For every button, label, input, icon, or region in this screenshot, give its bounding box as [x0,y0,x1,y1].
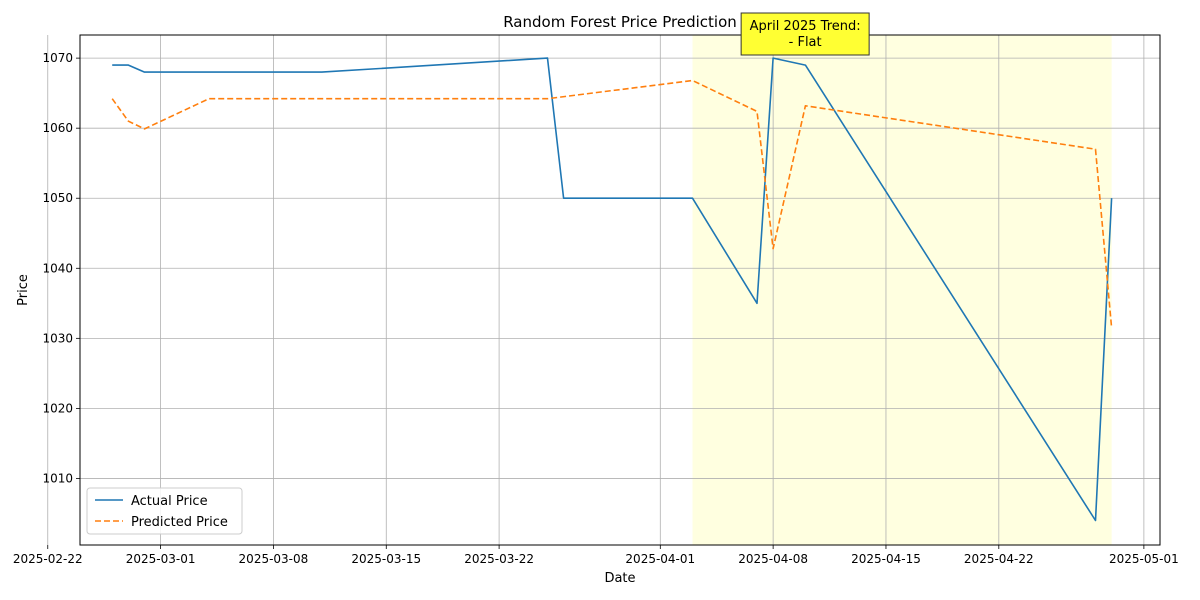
x-tick-label: 2025-04-01 [625,552,695,566]
y-tick-label: 1070 [42,51,73,65]
legend: Actual Price Predicted Price [86,487,243,535]
chart-title: Random Forest Price Prediction [503,13,737,31]
y-tick-label: 1050 [42,191,73,205]
y-tick-label: 1010 [42,471,73,485]
annotation-line: April 2025 Trend: [750,19,861,34]
x-tick-label: 2025-04-08 [738,552,808,566]
x-tick-label: 2025-03-08 [239,552,309,566]
series-line-predicted-price [111,79,1113,328]
series-line-actual-price [112,57,1113,522]
x-tick-label: 2025-05-01 [1109,552,1179,566]
annotation-box [740,12,870,56]
plot-frame [79,34,1161,546]
y-tick-label: 1040 [42,261,73,275]
x-tick-label: 2025-02-22 [13,552,83,566]
legend-label: Actual Price [131,494,208,509]
y-tick-label: 1030 [42,331,73,345]
x-axis-label: Date [604,571,635,586]
legend-label: Predicted Price [131,515,228,530]
legend-box [86,487,243,535]
x-tick-label: 2025-04-22 [964,552,1034,566]
x-tick-label: 2025-03-01 [126,552,196,566]
x-tick-label: 2025-03-22 [464,552,534,566]
y-tick-label: 1060 [42,121,73,135]
x-tick-label: 2025-03-15 [351,552,421,566]
annotation-line: - Flat [789,35,822,50]
trend-annotation: April 2025 Trend:- Flat [740,12,870,56]
y-tick-label: 1020 [42,401,73,415]
x-tick-label: 2025-04-15 [851,552,921,566]
y-axis-label: Price [16,274,31,306]
